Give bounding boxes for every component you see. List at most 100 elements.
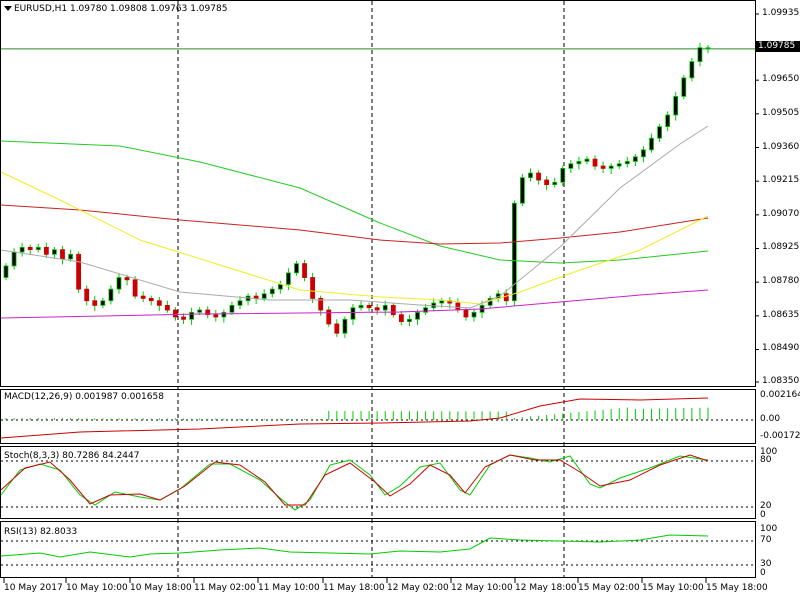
ma-green-line <box>0 140 709 264</box>
time-tick-label: 11 May 02:00 <box>194 583 256 593</box>
candle-body <box>221 311 227 318</box>
candle-body <box>600 165 606 169</box>
candle-body <box>100 300 106 306</box>
dropdown-arrow-icon[interactable] <box>4 6 12 11</box>
stoch-main-line <box>0 454 709 511</box>
candle-body <box>673 96 679 116</box>
candle-body <box>19 246 25 253</box>
candle-body <box>681 77 687 97</box>
candle-body <box>350 307 356 320</box>
candle-body <box>536 172 541 181</box>
time-tick-label: 11 May 10:00 <box>258 583 320 593</box>
candle-body <box>697 47 703 62</box>
macd-signal-line <box>0 397 709 439</box>
candle-body <box>705 47 711 50</box>
price-tick-label: 1.09935 <box>762 8 800 18</box>
price-tick-label: 1.09070 <box>762 208 800 219</box>
chart-title: EURUSD,H1 1.09780 1.09808 1.09763 1.0978… <box>4 4 227 15</box>
candle-body <box>439 300 445 304</box>
candle-body <box>213 314 219 318</box>
candle-body <box>689 61 695 79</box>
candle-body <box>544 179 550 186</box>
candle-body <box>108 288 114 302</box>
candle-body <box>334 323 340 334</box>
symbol-info: EURUSD,H1 1.09780 1.09808 1.09763 1.0978… <box>14 4 228 14</box>
price-tick-label: 1.08635 <box>762 309 800 320</box>
candle-body <box>415 311 420 320</box>
candle-body <box>503 293 509 302</box>
macd-panel-frame <box>0 389 756 444</box>
candle-body <box>576 161 582 165</box>
indicator-tick-label: 0 <box>760 510 766 520</box>
price-tick-label: 1.09505 <box>762 107 800 118</box>
indicator-tick-label: 20 <box>760 501 772 511</box>
indicator-tick-label: 80 <box>760 455 772 465</box>
candle-body <box>261 293 267 299</box>
candle-body <box>592 158 598 167</box>
candle-body <box>189 311 194 320</box>
candle-body <box>552 181 558 186</box>
candle-body <box>11 251 17 267</box>
price-tick-label: 1.08780 <box>762 276 800 287</box>
time-tick-label: 15 May 10:00 <box>642 583 704 593</box>
candle-body <box>116 277 122 290</box>
price-tick-label: 1.09215 <box>762 175 800 186</box>
stoch-panel-frame <box>0 446 756 519</box>
candle-body <box>649 137 654 151</box>
ma-gray-line <box>0 125 709 309</box>
candle-body <box>632 156 638 162</box>
candle-body <box>641 149 646 158</box>
time-tick-label: 12 May 10:00 <box>451 583 513 593</box>
candle-body <box>398 314 404 323</box>
candle-body <box>3 265 9 278</box>
candle-body <box>84 288 90 302</box>
stoch-signal-line <box>0 454 709 506</box>
candle-body <box>471 311 477 318</box>
candle-body <box>164 304 170 311</box>
candle-body <box>43 246 49 255</box>
main-panel-frame <box>0 0 756 387</box>
candle-body <box>584 158 590 162</box>
candle-body <box>463 309 469 318</box>
candle-body <box>407 318 412 323</box>
candle-body <box>318 298 324 311</box>
candle-body <box>358 304 364 309</box>
price-tick-label: 1.09650 <box>762 74 800 85</box>
price-tick-label: 1.09360 <box>762 141 800 152</box>
time-tick-label: 10 May 18:00 <box>130 583 192 593</box>
candle-body <box>132 279 138 297</box>
indicator-tick-label: 30 <box>760 559 772 569</box>
candle-body <box>52 249 57 255</box>
time-tick-label: 10 May 2017 <box>4 583 63 593</box>
time-tick-label: 15 May 02:00 <box>578 583 640 593</box>
candle-body <box>390 304 396 316</box>
rsi-line <box>0 534 709 558</box>
candle-body <box>286 272 291 285</box>
candle-body <box>560 167 566 183</box>
candle-body <box>156 300 162 306</box>
time-tick-label: 12 May 02:00 <box>387 583 449 593</box>
candle-body <box>455 302 461 311</box>
time-tick-label: 11 May 18:00 <box>323 583 385 593</box>
candle-body <box>140 295 146 299</box>
candle-body <box>197 309 203 313</box>
candle-body <box>342 318 348 334</box>
candle-body <box>302 263 307 278</box>
candle-body <box>568 163 574 169</box>
candle-body <box>68 253 73 260</box>
time-tick-label: 10 May 10:00 <box>66 583 128 593</box>
candle-body <box>124 277 130 281</box>
candle-body <box>366 304 372 309</box>
ma-magenta-line <box>0 289 709 319</box>
rsi-title: RSI(13) 82.8033 <box>4 527 78 537</box>
candle-body <box>76 253 82 290</box>
indicator-tick-label: 0 <box>760 568 766 578</box>
candle-body <box>181 316 186 320</box>
indicator-tick-label: -0.001726 <box>760 431 800 441</box>
candle-body <box>382 304 388 311</box>
candle-body <box>27 246 33 251</box>
candle-body <box>60 249 65 260</box>
candle-body <box>205 309 211 316</box>
candle-body <box>237 300 243 306</box>
